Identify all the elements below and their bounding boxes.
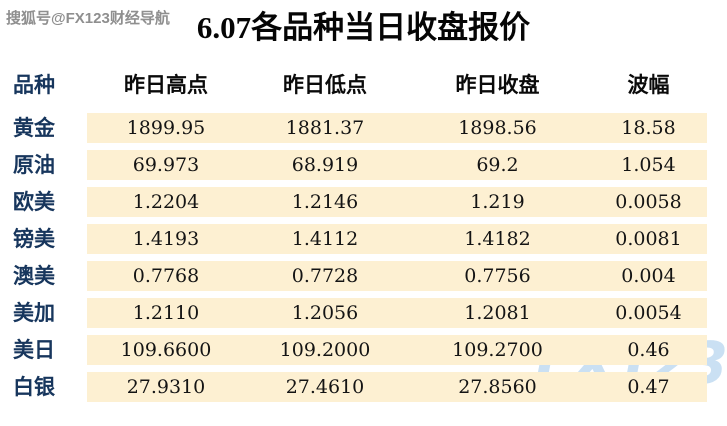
prev-close-value: 1.2081	[405, 298, 590, 328]
range-value: 0.0054	[590, 298, 707, 328]
table-header-row: 品种 昨日高点 昨日低点 昨日收盘 波幅	[0, 70, 707, 100]
prev-low-value: 1.2146	[245, 187, 405, 217]
range-value: 18.58	[590, 113, 707, 143]
table-body: 黄金 1899.95 1881.37 1898.56 18.58 原油 69.9…	[0, 113, 707, 402]
quote-table: 品种 昨日高点 昨日低点 昨日收盘 波幅 黄金 1899.95 1881.37 …	[0, 70, 707, 409]
header-instrument: 品种	[13, 73, 55, 97]
prev-close-value: 0.7756	[405, 261, 590, 291]
prev-close-value: 27.8560	[405, 372, 590, 402]
prev-close-value: 109.2700	[405, 335, 590, 365]
instrument-name: 欧美	[13, 190, 55, 214]
prev-high-value: 1.2110	[87, 298, 245, 328]
header-prev-low: 昨日低点	[283, 73, 367, 97]
prev-high-value: 0.7768	[87, 261, 245, 291]
instrument-name: 澳美	[13, 264, 55, 288]
prev-close-value: 1.219	[405, 187, 590, 217]
prev-low-value: 0.7728	[245, 261, 405, 291]
prev-low-value: 68.919	[245, 150, 405, 180]
prev-close-value: 1.4182	[405, 224, 590, 254]
prev-low-value: 1.2056	[245, 298, 405, 328]
range-value: 0.46	[590, 335, 707, 365]
instrument-name: 美日	[13, 338, 55, 362]
table-row: 镑美 1.4193 1.4112 1.4182 0.0081	[0, 224, 707, 254]
range-value: 0.0058	[590, 187, 707, 217]
prev-low-value: 109.2000	[245, 335, 405, 365]
range-value: 0.47	[590, 372, 707, 402]
range-value: 0.0081	[590, 224, 707, 254]
instrument-name: 美加	[13, 301, 55, 325]
page-title: 6.07各品种当日收盘报价	[196, 10, 531, 45]
table-row: 澳美 0.7768 0.7728 0.7756 0.004	[0, 261, 707, 291]
prev-low-value: 1.4112	[245, 224, 405, 254]
table-row: 美日 109.6600 109.2000 109.2700 0.46	[0, 335, 707, 365]
header-range: 波幅	[627, 73, 670, 97]
table-row: 原油 69.973 68.919 69.2 1.054	[0, 150, 707, 180]
prev-close-value: 69.2	[405, 150, 590, 180]
table-row: 白银 27.9310 27.4610 27.8560 0.47	[0, 372, 707, 402]
sohu-account-watermark: 搜狐号@FX123财经导航	[6, 10, 170, 27]
header-prev-close: 昨日收盘	[455, 73, 540, 97]
prev-high-value: 69.973	[87, 150, 245, 180]
prev-low-value: 1881.37	[245, 113, 405, 143]
table-row: 欧美 1.2204 1.2146 1.219 0.0058	[0, 187, 707, 217]
instrument-name: 黄金	[13, 116, 55, 140]
instrument-name: 原油	[13, 153, 55, 177]
table-row: 美加 1.2110 1.2056 1.2081 0.0054	[0, 298, 707, 328]
instrument-name: 镑美	[13, 227, 55, 251]
prev-close-value: 1898.56	[405, 113, 590, 143]
prev-high-value: 109.6600	[87, 335, 245, 365]
range-value: 0.004	[590, 261, 707, 291]
table-row: 黄金 1899.95 1881.37 1898.56 18.58	[0, 113, 707, 143]
prev-high-value: 1.2204	[87, 187, 245, 217]
prev-high-value: 1899.95	[87, 113, 245, 143]
header-prev-high: 昨日高点	[124, 73, 208, 97]
prev-high-value: 27.9310	[87, 372, 245, 402]
instrument-name: 白银	[13, 375, 55, 399]
prev-high-value: 1.4193	[87, 224, 245, 254]
range-value: 1.054	[590, 150, 707, 180]
prev-low-value: 27.4610	[245, 372, 405, 402]
